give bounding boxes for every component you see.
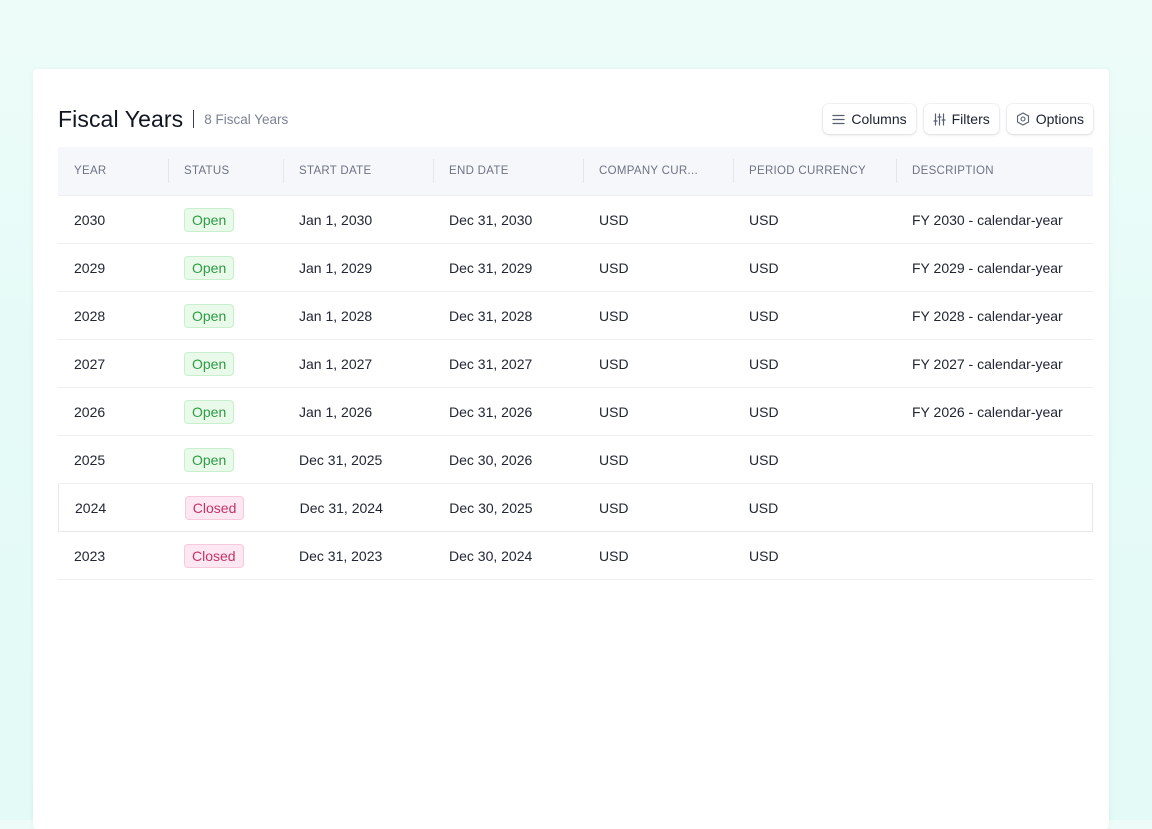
cell-start-date: Jan 1, 2026 <box>299 403 373 420</box>
status-badge: Open <box>184 351 235 376</box>
cell-description: FY 2026 - calendar-year <box>912 403 1063 420</box>
column-header-period-currency[interactable]: PERIOD CURRENCY <box>733 147 896 195</box>
cell-status: Open <box>168 303 283 328</box>
cell-period-currency: USD <box>749 403 779 420</box>
cell-end-date: Dec 31, 2026 <box>449 403 533 420</box>
cell-year: 2025 <box>74 451 106 468</box>
hexagon-settings-icon <box>1016 112 1030 126</box>
cell-period-currency: USD <box>749 259 779 276</box>
cell-start-date: Dec 31, 2023 <box>299 547 383 564</box>
cell-start-date: Dec 31, 2025 <box>299 451 383 468</box>
cell-end-date: Dec 31, 2027 <box>449 355 533 372</box>
cell-description: FY 2029 - calendar-year <box>912 259 1063 276</box>
cell-year: 2023 <box>74 547 106 564</box>
cell-period-currency: USD <box>749 451 779 468</box>
cell-period-currency: USD <box>749 211 779 228</box>
columns-button[interactable]: Columns <box>823 104 916 134</box>
cell-status: Open <box>168 399 283 424</box>
cell-company-currency: USD <box>599 355 629 372</box>
cell-year: 2030 <box>74 211 106 228</box>
cell-start-date: Jan 1, 2030 <box>299 211 373 228</box>
status-badge: Closed <box>184 495 245 520</box>
fiscal-years-table: YEAR STATUS START DATE END DATE COMPANY … <box>58 147 1093 580</box>
cell-end-date: Dec 31, 2029 <box>449 259 533 276</box>
cell-year: 2029 <box>74 259 106 276</box>
cell-status: Closed <box>168 543 283 568</box>
cell-end-date: Dec 30, 2025 <box>449 499 533 516</box>
page-title: Fiscal Years <box>58 105 184 132</box>
fiscal-years-card: Fiscal Years 8 Fiscal Years Columns Filt… <box>33 69 1109 829</box>
status-badge: Closed <box>184 543 244 568</box>
cell-status: Closed <box>169 495 284 520</box>
column-header-start-date[interactable]: START DATE <box>283 147 433 195</box>
cell-description: FY 2028 - calendar-year <box>912 307 1063 324</box>
options-button[interactable]: Options <box>1006 104 1093 134</box>
cell-company-currency: USD <box>599 307 629 324</box>
cell-period-currency: USD <box>749 355 779 372</box>
cell-description: FY 2030 - calendar-year <box>912 211 1063 228</box>
cell-company-currency: USD <box>599 211 629 228</box>
table-row[interactable]: 2030 Open Jan 1, 2030 Dec 31, 2030 USD USD FY … <box>58 196 1093 244</box>
sliders-icon <box>933 112 946 126</box>
status-badge: Open <box>184 255 235 280</box>
cell-end-date: Dec 30, 2026 <box>449 451 533 468</box>
cell-start-date: Jan 1, 2027 <box>299 355 373 372</box>
cell-company-currency: USD <box>599 451 629 468</box>
cell-start-date: Jan 1, 2029 <box>299 259 373 276</box>
cell-company-currency: USD <box>598 499 629 516</box>
cell-status: Open <box>168 351 283 376</box>
options-button-label: Options <box>1035 111 1084 127</box>
cell-year: 2024 <box>75 499 107 516</box>
table-row[interactable]: 2027 Open Jan 1, 2027 Dec 31, 2027 USD USD FY … <box>58 340 1093 388</box>
page-header: Fiscal Years 8 Fiscal Years Columns Filt… <box>58 99 1093 139</box>
cell-end-date: Dec 30, 2024 <box>449 547 533 564</box>
record-count: 8 Fiscal Years <box>204 111 289 127</box>
table-row[interactable]: 2023 Closed Dec 31, 2023 Dec 30, 2024 USD USD <box>58 532 1093 580</box>
column-header-company-currency[interactable]: COMPANY CUR... <box>583 147 733 195</box>
column-header-status[interactable]: STATUS <box>168 147 283 195</box>
cell-year: 2027 <box>74 355 106 372</box>
table-row[interactable]: 2029 Open Jan 1, 2029 Dec 31, 2029 USD USD FY … <box>58 244 1093 292</box>
cell-end-date: Dec 31, 2030 <box>449 211 533 228</box>
cell-year: 2028 <box>74 307 106 324</box>
table-header: YEAR STATUS START DATE END DATE COMPANY … <box>58 147 1093 196</box>
cell-period-currency: USD <box>749 547 779 564</box>
title-divider <box>193 110 195 128</box>
columns-button-label: Columns <box>851 111 907 127</box>
cell-company-currency: USD <box>599 403 629 420</box>
cell-status: Open <box>168 207 283 232</box>
table-body: 2030 Open Jan 1, 2030 Dec 31, 2030 USD USD FY … <box>58 196 1093 580</box>
status-badge: Open <box>184 447 235 472</box>
table-row[interactable]: 2024 Closed Dec 31, 2024 Dec 30, 2025 USD USD <box>58 484 1093 532</box>
cell-end-date: Dec 31, 2028 <box>449 307 533 324</box>
cell-status: Open <box>168 447 283 472</box>
list-icon <box>832 114 846 125</box>
cell-company-currency: USD <box>599 547 629 564</box>
filters-button-label: Filters <box>951 111 990 127</box>
column-header-description[interactable]: DESCRIPTION <box>896 147 1093 195</box>
table-row[interactable]: 2026 Open Jan 1, 2026 Dec 31, 2026 USD USD FY … <box>58 388 1093 436</box>
cell-start-date: Dec 31, 2024 <box>299 499 383 516</box>
cell-start-date: Jan 1, 2028 <box>299 307 373 324</box>
table-row[interactable]: 2025 Open Dec 31, 2025 Dec 30, 2026 USD USD <box>58 436 1093 484</box>
cell-period-currency: USD <box>749 307 779 324</box>
status-badge: Open <box>184 207 235 232</box>
cell-period-currency: USD <box>748 499 779 516</box>
filters-button[interactable]: Filters <box>923 104 999 134</box>
column-header-year[interactable]: YEAR <box>74 165 107 177</box>
status-badge: Open <box>184 399 235 424</box>
table-row[interactable]: 2028 Open Jan 1, 2028 Dec 31, 2028 USD USD FY … <box>58 292 1093 340</box>
cell-year: 2026 <box>74 403 106 420</box>
cell-company-currency: USD <box>599 259 629 276</box>
status-badge: Open <box>184 303 235 328</box>
cell-description: FY 2027 - calendar-year <box>912 355 1063 372</box>
cell-status: Open <box>168 255 283 280</box>
column-header-end-date[interactable]: END DATE <box>433 147 583 195</box>
